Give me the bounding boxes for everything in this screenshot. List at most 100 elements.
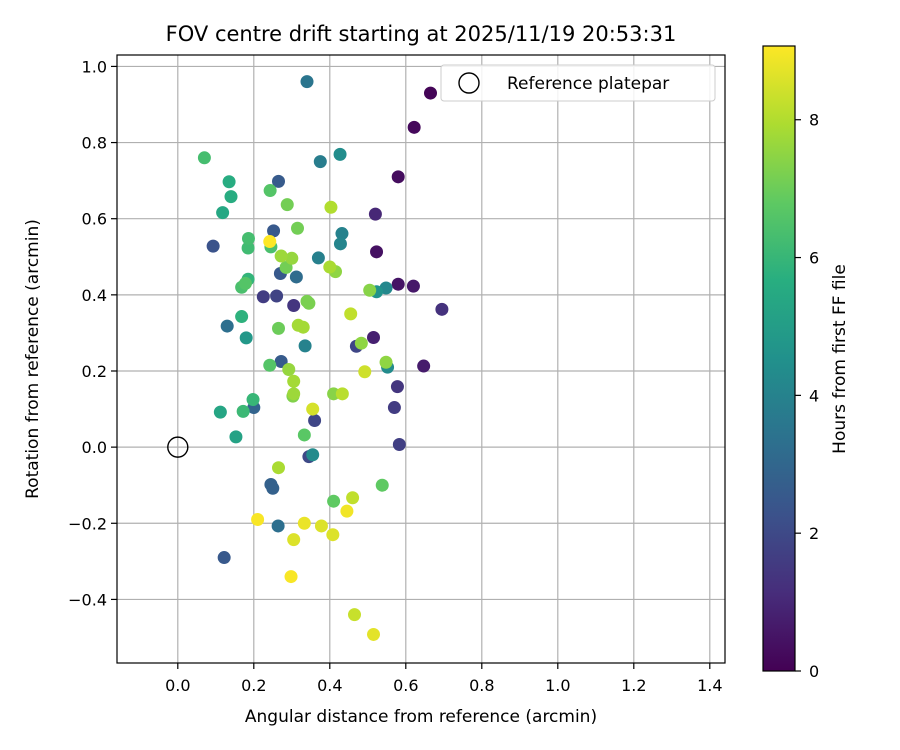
y-axis-ticks: −0.4 −0.2 0.0 0.2 0.4 0.6 0.8 1.0 — [68, 57, 117, 609]
x-tick-label: 1.4 — [697, 676, 722, 695]
data-point — [370, 245, 384, 259]
data-point — [387, 401, 401, 415]
y-tick-label: 0.0 — [82, 438, 107, 457]
data-point — [344, 307, 358, 321]
x-tick-label: 0.2 — [241, 676, 266, 695]
data-point — [363, 283, 377, 297]
data-point — [272, 461, 285, 475]
data-point — [333, 147, 347, 161]
colorbar-tick-label: 4 — [809, 386, 819, 405]
data-point — [300, 75, 314, 89]
data-point — [435, 302, 449, 316]
data-point — [266, 481, 280, 495]
data-point — [287, 299, 301, 313]
plot-frame — [116, 54, 726, 664]
data-point — [367, 330, 380, 344]
data-point — [333, 237, 347, 251]
y-tick-label: −0.2 — [68, 514, 107, 533]
data-point — [220, 319, 234, 333]
data-point — [270, 289, 284, 303]
colorbar-gradient — [762, 45, 796, 672]
data-point — [236, 404, 250, 418]
x-tick-label: 0.8 — [469, 676, 494, 695]
legend-marker-open-circle — [458, 72, 480, 94]
data-point — [406, 279, 420, 293]
data-point — [222, 175, 236, 189]
data-point — [287, 387, 301, 401]
legend-box — [440, 64, 716, 102]
x-tick-label: 0.4 — [317, 676, 342, 695]
data-point — [298, 339, 312, 353]
data-point — [379, 355, 393, 369]
colorbar-label: Hours from first FF file — [830, 264, 850, 454]
y-tick-label: −0.4 — [68, 590, 107, 609]
reference-platepar-marker — [167, 436, 189, 458]
x-tick-label: 0.0 — [165, 676, 190, 695]
data-point — [407, 120, 421, 134]
x-tick-label: 1.0 — [545, 676, 570, 695]
data-point — [251, 512, 265, 526]
x-tick-label: 1.2 — [621, 676, 646, 695]
data-point — [324, 200, 338, 214]
data-points — [197, 75, 449, 641]
data-point — [354, 336, 368, 350]
data-point — [246, 393, 260, 407]
data-point — [235, 310, 249, 324]
x-axis-label: Angular distance from reference (arcmin) — [245, 707, 597, 727]
data-point — [272, 321, 285, 335]
data-point — [256, 290, 270, 304]
data-point — [274, 249, 288, 263]
data-point — [348, 608, 361, 622]
data-point — [238, 276, 252, 290]
data-point — [224, 190, 238, 204]
data-point — [340, 504, 354, 518]
data-point — [326, 528, 340, 542]
data-point — [327, 494, 341, 508]
data-point — [289, 270, 303, 284]
data-point — [346, 491, 360, 505]
data-point — [263, 358, 277, 372]
data-point — [391, 170, 405, 184]
colorbar-tick-label: 6 — [809, 249, 819, 268]
data-point — [213, 405, 227, 419]
data-point — [417, 359, 431, 373]
data-point — [285, 251, 299, 265]
data-point — [239, 331, 253, 345]
y-tick-label: 1.0 — [82, 57, 107, 76]
legend: Reference platepar — [440, 64, 716, 102]
colorbar-tick-label: 2 — [809, 524, 819, 543]
data-point — [367, 627, 380, 641]
colorbar-ticks: 0 2 4 6 8 — [795, 111, 819, 681]
data-point — [313, 155, 327, 169]
y-tick-label: 0.6 — [82, 210, 107, 229]
data-point — [323, 260, 337, 274]
data-point — [335, 227, 349, 241]
data-point — [291, 221, 304, 235]
legend-label-reference-platepar: Reference platepar — [507, 74, 669, 94]
data-point — [358, 365, 372, 379]
data-point — [272, 174, 285, 188]
data-point — [291, 318, 305, 332]
data-point — [297, 428, 311, 442]
y-tick-label: 0.4 — [82, 286, 107, 305]
data-point — [392, 437, 406, 451]
data-point — [287, 374, 301, 388]
data-point — [390, 380, 404, 394]
colorbar-tick-label: 8 — [809, 111, 819, 130]
data-point — [267, 224, 281, 238]
data-point — [282, 362, 296, 376]
y-tick-label: 0.8 — [82, 134, 107, 153]
data-point — [229, 430, 243, 444]
data-point — [263, 235, 277, 249]
data-point — [287, 533, 301, 547]
data-point — [297, 516, 311, 530]
x-axis-ticks: 0.0 0.2 0.4 0.6 0.8 1.0 1.2 1.4 — [165, 663, 723, 695]
data-point — [391, 277, 405, 291]
data-point — [206, 239, 220, 253]
colorbar: 0 2 4 6 8 Hours from first FF file — [762, 45, 850, 681]
data-point — [335, 387, 349, 401]
data-point — [271, 519, 285, 533]
reference-layer — [167, 436, 189, 458]
